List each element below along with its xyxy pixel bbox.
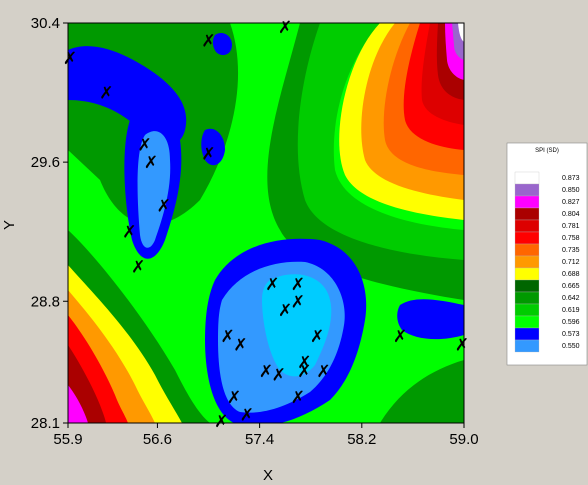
station-marker-15: ✗ — [221, 327, 235, 347]
legend-swatch-13 — [514, 327, 540, 341]
y-tick-label-3: 28.1 — [31, 415, 60, 432]
contour-fill-dgreen-bottomright — [380, 360, 464, 423]
x-axis-title: X — [263, 467, 273, 484]
station-marker-10: ✗ — [265, 275, 279, 295]
legend-label-14: 0.550 — [562, 343, 580, 350]
y-tick-label-2: 28.8 — [31, 293, 60, 310]
station-marker-6: ✗ — [157, 197, 171, 217]
legend-swatch-8 — [514, 267, 540, 281]
station-marker-0: ✗ — [278, 18, 292, 38]
x-tick-label-4: 59.0 — [449, 431, 478, 448]
legend-label-10: 0.642 — [562, 295, 580, 302]
station-marker-12: ✗ — [278, 301, 292, 321]
contour-fill-lblue-left — [137, 131, 171, 248]
legend-swatch-7 — [514, 255, 540, 269]
station-marker-18: ✗ — [259, 362, 273, 382]
legend-label-8: 0.688 — [562, 271, 580, 278]
station-marker-3: ✗ — [201, 31, 215, 51]
plot-border — [67, 22, 465, 424]
station-marker-20: ✗ — [297, 362, 311, 382]
legend-swatch-1 — [514, 183, 540, 197]
legend-swatch-9 — [514, 279, 540, 293]
legend-label-5: 0.758 — [562, 235, 580, 242]
legend-swatch-2 — [514, 195, 540, 209]
station-marker-7: ✗ — [122, 223, 136, 243]
y-tick-label-1: 29.6 — [31, 154, 60, 171]
x-tick-label-3: 58.2 — [347, 431, 376, 448]
station-marker-13: ✗ — [291, 292, 305, 312]
legend-label-13: 0.573 — [562, 331, 580, 338]
contour-fill-white-ur — [458, 23, 464, 42]
station-marker-16: ✗ — [233, 336, 247, 356]
legend-label-12: 0.596 — [562, 319, 580, 326]
station-marker-14: ✗ — [310, 327, 324, 347]
station-marker-11: ✗ — [291, 275, 305, 295]
contour-fill-magenta-ll — [68, 385, 88, 423]
station-marker-21: ✗ — [316, 362, 330, 382]
contour-fill-mgreen-right — [297, 23, 464, 260]
legend-swatch-14 — [514, 339, 540, 353]
x-axis-ticks: 55.9 56.6 57.4 58.2 59.0 — [53, 423, 479, 448]
legend-label-4: 0.781 — [562, 223, 580, 230]
station-marker-27: ✗ — [455, 336, 469, 356]
legend-swatch-10 — [514, 291, 540, 305]
legend-swatch-5 — [514, 231, 540, 245]
station-marker-1: ✗ — [63, 49, 77, 69]
legend-label-9: 0.665 — [562, 283, 580, 290]
legend: SPI (SD) 0.873 0.850 0.827 0.804 0.781 0.758 0… — [506, 142, 588, 366]
contour-fill-blue-small — [201, 128, 225, 166]
contour-fill-blue-top — [212, 33, 232, 56]
x-tick-label-1: 56.6 — [143, 431, 172, 448]
y-axis-ticks: 30.4 29.6 28.8 28.1 — [31, 15, 68, 432]
contour-plot-area: ✗✗✗✗✗✗✗✗✗✗✗ ✗✗✗✗✗✗✗✗✗ ✗ ✗✗ ✗✗✗✗ ✗ — [63, 18, 469, 432]
x-tick-label-2: 57.4 — [245, 431, 274, 448]
station-marker-8: ✗ — [131, 257, 145, 277]
legend-label-2: 0.827 — [562, 199, 580, 206]
station-marker-24: ✗ — [240, 405, 254, 425]
station-marker-9: ✗ — [201, 144, 215, 164]
legend-swatch-4 — [514, 219, 540, 233]
legend-label-0: 0.873 — [562, 175, 580, 182]
contour-fill-blue-right — [397, 299, 464, 340]
y-axis-title: Y — [1, 220, 18, 230]
legend-swatch-0 — [514, 171, 540, 185]
contour-fill-cyan-center — [262, 274, 332, 377]
station-marker-25: ✗ — [214, 412, 228, 432]
legend-label-7: 0.712 — [562, 259, 580, 266]
legend-swatch-3 — [514, 207, 540, 221]
station-marker-26: ✗ — [393, 327, 407, 347]
station-markers: ✗✗✗✗✗✗✗✗✗✗✗ ✗✗✗✗✗✗✗✗✗ ✗ ✗✗ ✗✗✗✗ ✗ — [63, 18, 469, 432]
y-tick-label-0: 30.4 — [31, 15, 60, 32]
legend-label-6: 0.735 — [562, 247, 580, 254]
x-tick-label-0: 55.9 — [53, 431, 82, 448]
station-marker-2: ✗ — [99, 84, 113, 104]
station-marker-4: ✗ — [138, 136, 152, 156]
station-marker-19: ✗ — [272, 365, 286, 385]
station-marker-17: ✗ — [297, 353, 311, 373]
station-marker-5: ✗ — [144, 153, 158, 173]
legend-swatch-6 — [514, 243, 540, 257]
legend-label-3: 0.804 — [562, 211, 580, 218]
legend-swatch-11 — [514, 303, 540, 317]
legend-label-11: 0.619 — [562, 307, 580, 314]
station-marker-23: ✗ — [291, 388, 305, 408]
legend-label-1: 0.850 — [562, 187, 580, 194]
legend-swatch-12 — [514, 315, 540, 329]
legend-title: SPI (SD) — [535, 148, 559, 154]
station-marker-22: ✗ — [227, 388, 241, 408]
